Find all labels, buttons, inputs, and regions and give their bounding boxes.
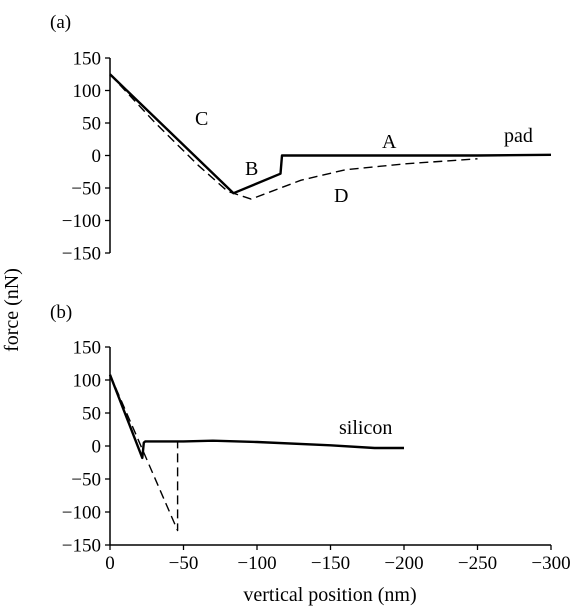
annotation-d: D [334, 185, 348, 207]
annotation-a: A [382, 131, 397, 153]
x-tick-label: −300 [531, 553, 570, 574]
y-tick-label: −150 [62, 536, 101, 557]
y-tick-label: 150 [73, 338, 102, 359]
annotation-silicon: silicon [339, 417, 392, 439]
y-tick-label: −50 [71, 470, 101, 491]
panel-a-series [109, 73, 552, 200]
panel-b-label: (b) [50, 302, 72, 323]
annotation-pad: pad [504, 125, 533, 147]
y-tick-label: 150 [73, 49, 102, 70]
panel-a-y-axis: 150 100 50 0 −50 −100 −150 [62, 49, 111, 265]
panel-b-y-axis: 150 100 50 0 −50 −100 −150 [62, 338, 111, 557]
x-tick-label: −50 [169, 553, 199, 574]
panel-b: (b) 150 100 50 0 −50 −100 −150 0 −50 −100 −150 −20… [50, 302, 571, 574]
annotation-c: C [195, 108, 208, 130]
y-tick-label: −100 [62, 211, 101, 232]
annotation-b: B [245, 158, 258, 180]
y-tick-label: 0 [92, 146, 102, 167]
y-tick-label: −100 [62, 503, 101, 524]
dashed-series-line [109, 73, 478, 200]
y-tick-label: 0 [92, 437, 102, 458]
panel-b-x-axis: 0 −50 −100 −150 −200 −250 −300 [105, 544, 571, 574]
x-tick-label: −250 [458, 553, 497, 574]
y-tick-label: 100 [73, 371, 102, 392]
x-tick-label: −200 [384, 553, 423, 574]
x-tick-label: 0 [105, 553, 115, 574]
panel-b-series [108, 374, 404, 532]
solid-series-line [108, 374, 404, 460]
x-axis-title: vertical position (nm) [243, 584, 416, 606]
y-tick-label: 50 [82, 404, 101, 425]
solid-series-line [109, 73, 552, 195]
panel-a: (a) 150 100 50 0 −50 −100 −150 C B A D pad [50, 12, 552, 265]
x-tick-label: −100 [237, 553, 276, 574]
x-tick-label: −150 [311, 553, 350, 574]
y-axis-title: force (nN) [1, 268, 23, 352]
y-tick-label: −50 [71, 179, 101, 200]
y-tick-label: 50 [82, 114, 101, 135]
y-tick-label: 100 [73, 81, 102, 102]
y-tick-label: −150 [62, 244, 101, 265]
dashed-series-line [109, 374, 180, 532]
panel-a-label: (a) [50, 12, 71, 33]
